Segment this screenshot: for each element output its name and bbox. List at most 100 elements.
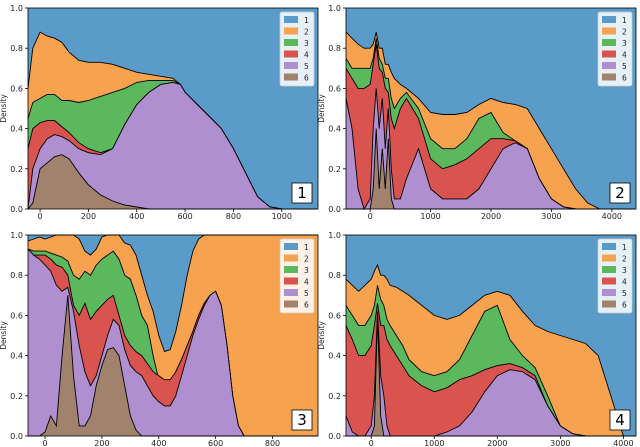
legend-swatch-2 xyxy=(602,254,616,262)
legend-swatch-4 xyxy=(602,50,616,58)
legend-swatch-1 xyxy=(602,243,616,250)
legend-swatch-1 xyxy=(284,16,298,23)
legend-label-1: 1 xyxy=(304,243,309,252)
legend-label-2: 2 xyxy=(622,255,627,264)
area-series-5 xyxy=(346,88,636,209)
x-tick-label: 3000 xyxy=(550,439,570,447)
legend-label-4: 4 xyxy=(304,51,309,60)
boundary-line-2 xyxy=(345,31,636,210)
y-axis-label: Density xyxy=(0,321,8,350)
x-tick-label: 1000 xyxy=(420,212,440,221)
legend-label-3: 3 xyxy=(304,39,309,48)
area-series-5 xyxy=(28,82,318,209)
y-tick-label: 1.0 xyxy=(328,4,341,13)
axes-frame xyxy=(27,7,319,210)
x-tick-label: 400 xyxy=(151,439,166,447)
legend-label-5: 5 xyxy=(622,289,627,298)
x-tick-label: 0 xyxy=(369,439,374,447)
legend-label-5: 5 xyxy=(622,62,627,71)
legend-label-5: 5 xyxy=(304,289,309,298)
legend-label-6: 6 xyxy=(304,74,309,83)
y-axis-label: Density xyxy=(317,321,326,350)
y-tick-label: 0.2 xyxy=(10,165,23,174)
area-series-6 xyxy=(346,315,636,436)
legend-swatch-4 xyxy=(284,50,298,58)
y-tick-label: 0.6 xyxy=(328,84,341,93)
area-series-6 xyxy=(28,154,318,209)
x-tick-label: 600 xyxy=(177,212,192,221)
x-tick-label: 800 xyxy=(226,212,241,221)
legend-label-3: 3 xyxy=(304,266,309,275)
area-series-6 xyxy=(28,295,318,436)
y-tick-label: 0.2 xyxy=(328,165,341,174)
x-tick-label: 3000 xyxy=(541,212,561,221)
x-tick-label: 1000 xyxy=(424,439,444,447)
boundary-line-5 xyxy=(27,248,318,437)
y-tick-label: 0.4 xyxy=(328,352,341,361)
y-tick-label: 0.8 xyxy=(328,44,341,53)
y-tick-label: 0.4 xyxy=(10,125,23,134)
legend-label-2: 2 xyxy=(304,28,309,37)
legend-swatch-3 xyxy=(284,266,298,273)
boundary-line-5 xyxy=(345,311,636,437)
legend-label-4: 4 xyxy=(304,278,309,287)
x-tick-label: 4000 xyxy=(613,439,633,447)
area-series-4 xyxy=(346,303,636,436)
x-tick-label: 200 xyxy=(94,439,109,447)
legend-swatch-4 xyxy=(602,277,616,285)
panel-number-label: 4 xyxy=(615,411,625,429)
legend-label-6: 6 xyxy=(304,301,309,310)
y-tick-label: 0.2 xyxy=(10,392,23,401)
x-tick-label: 2000 xyxy=(487,439,507,447)
legend-swatch-5 xyxy=(602,289,616,296)
y-axis-label: Density xyxy=(0,94,8,123)
legend-swatch-4 xyxy=(284,277,298,285)
y-tick-label: 0.6 xyxy=(10,311,23,320)
legend-label-3: 3 xyxy=(622,39,627,48)
area-series-6 xyxy=(346,128,636,209)
x-tick-label: 1000 xyxy=(272,212,292,221)
x-tick-label: 400 xyxy=(129,212,144,221)
panel-number-label: 3 xyxy=(297,411,307,429)
legend-label-3: 3 xyxy=(622,266,627,275)
boundary-line-2 xyxy=(345,263,636,437)
legend-swatch-3 xyxy=(284,39,298,46)
legend-label-2: 2 xyxy=(304,255,309,264)
panel-number-box xyxy=(291,409,313,431)
legend-label-2: 2 xyxy=(622,28,627,37)
legend-label-6: 6 xyxy=(622,74,627,83)
x-tick-label: 0 xyxy=(43,439,48,447)
boundary-line-5 xyxy=(345,88,636,211)
legend-swatch-2 xyxy=(602,27,616,35)
panel-2: 0.0 0.2 0.4 0.6 0.8 1.0 0 1000 2000 3000 4000 Densi… xyxy=(317,4,637,221)
panel-3: 0.0 0.2 0.4 0.6 0.8 1.0 0 200 400 600 800 Density 1 2… xyxy=(0,231,319,447)
legend-swatch-2 xyxy=(284,254,298,262)
legend-label-5: 5 xyxy=(304,62,309,71)
legend-swatch-1 xyxy=(602,16,616,23)
panel-4: 0.0 0.2 0.4 0.6 0.8 1.0 0 1000 2000 3000 4000 Densi… xyxy=(317,231,637,447)
panel-number-box xyxy=(609,409,631,431)
legend-label-6: 6 xyxy=(622,301,627,310)
y-tick-label: 0.0 xyxy=(328,205,341,214)
y-tick-label: 0.6 xyxy=(328,311,341,320)
legend-label-4: 4 xyxy=(622,278,627,287)
legend-label-1: 1 xyxy=(622,243,627,252)
panel-number-box xyxy=(291,182,313,204)
legend-swatch-1 xyxy=(284,243,298,250)
boundary-line-5 xyxy=(27,81,318,210)
legend-swatch-3 xyxy=(602,39,616,46)
legend-swatch-6 xyxy=(602,73,616,81)
panel-number-label: 2 xyxy=(615,184,625,202)
x-tick-label: 4000 xyxy=(602,212,622,221)
panel-1: 0.0 0.2 0.4 0.6 0.8 1.0 0 200 400 600 800 1000 Densi… xyxy=(0,4,319,221)
legend-swatch-5 xyxy=(602,62,616,69)
y-tick-label: 0.0 xyxy=(10,432,23,441)
x-tick-label: 0 xyxy=(368,212,373,221)
legend-swatch-2 xyxy=(284,27,298,35)
panel-number-label: 1 xyxy=(297,184,307,202)
x-tick-label: 0 xyxy=(38,212,43,221)
legend-swatch-6 xyxy=(284,300,298,308)
y-tick-label: 1.0 xyxy=(328,231,341,240)
legend-swatch-6 xyxy=(602,300,616,308)
